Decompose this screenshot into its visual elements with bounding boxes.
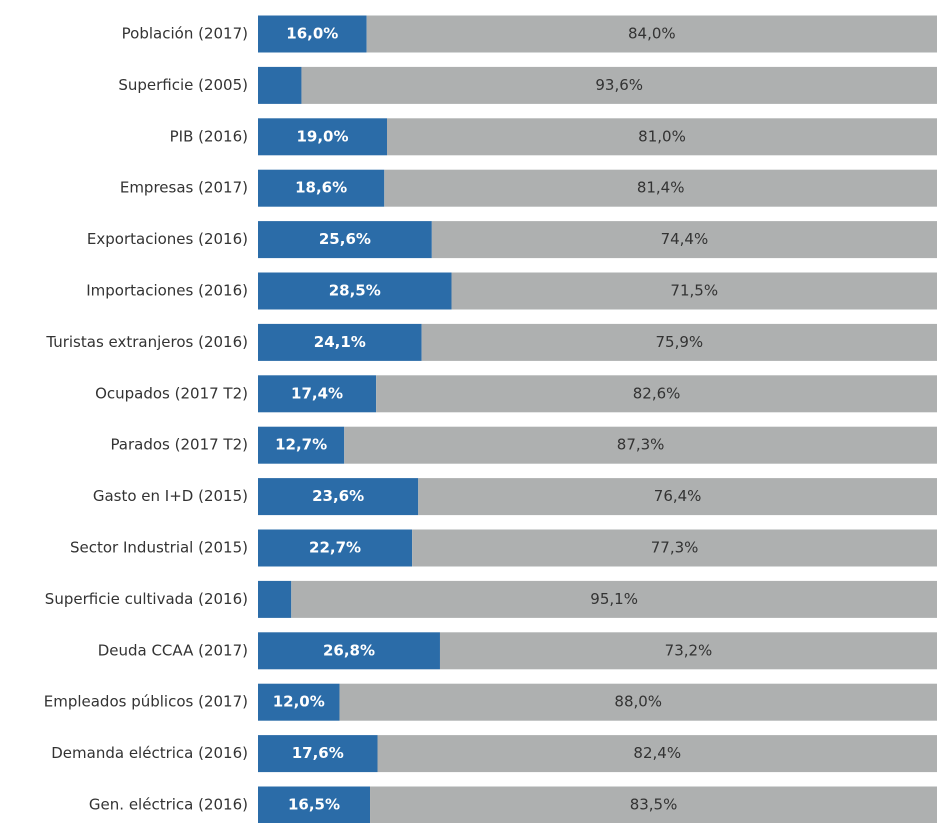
bar-segment — [258, 118, 388, 156]
value-label: 12,7% — [275, 436, 327, 454]
category-label: Turistas extranjeros (2016) — [45, 333, 248, 351]
value-label: 77,3% — [651, 539, 699, 557]
bar-segment — [418, 478, 937, 516]
bar-segment — [376, 375, 937, 413]
value-label: 71,5% — [670, 282, 718, 300]
bar-segment — [258, 272, 452, 310]
bar-segment — [384, 169, 937, 207]
value-label: 73,2% — [665, 641, 713, 659]
bar-segment — [258, 683, 340, 721]
bar-segment — [258, 580, 292, 618]
value-label: 17,4% — [291, 384, 343, 402]
bar-segment — [258, 169, 385, 207]
bar-segment — [431, 221, 937, 259]
bar-segment — [258, 529, 413, 567]
value-label: 84,0% — [628, 25, 676, 43]
value-label: 25,6% — [319, 230, 371, 248]
bar-segment — [421, 323, 937, 361]
value-label: 76,4% — [654, 487, 702, 505]
bar-segment — [258, 786, 371, 823]
value-label: 12,0% — [273, 693, 325, 711]
bar-segment — [258, 426, 345, 464]
value-label: 23,6% — [312, 487, 364, 505]
value-label: 81,4% — [637, 179, 685, 197]
bar-segment — [258, 375, 377, 413]
category-label: PIB (2016) — [170, 127, 248, 145]
category-label: Deuda CCAA (2017) — [98, 641, 248, 659]
value-label: 87,3% — [617, 436, 665, 454]
value-label: 22,7% — [309, 539, 361, 557]
category-label: Exportaciones (2016) — [87, 230, 248, 248]
category-label: Gen. eléctrica (2016) — [89, 796, 248, 814]
category-label: Superficie (2005) — [118, 76, 248, 94]
value-label: 16,5% — [288, 796, 340, 814]
category-label: Parados (2017 T2) — [110, 436, 248, 454]
value-label: 81,0% — [638, 127, 686, 145]
bar-segment — [258, 632, 440, 670]
bar-segment — [258, 323, 422, 361]
bar-segment — [258, 478, 419, 516]
value-label: 75,9% — [655, 333, 703, 351]
value-label: 16,0% — [286, 25, 338, 43]
category-label: Empleados públicos (2017) — [44, 693, 248, 711]
value-label: 82,4% — [633, 744, 681, 762]
value-label: 28,5% — [329, 282, 381, 300]
bar-segment — [439, 632, 937, 670]
value-label: 88,0% — [614, 693, 662, 711]
value-label: 83,5% — [630, 796, 678, 814]
category-label: Importaciones (2016) — [86, 282, 248, 300]
category-label: Población (2017) — [122, 25, 248, 43]
value-label: 74,4% — [661, 230, 709, 248]
category-label: Superficie cultivada (2016) — [45, 590, 248, 608]
bar-segment — [366, 15, 937, 53]
bar-segment — [387, 118, 937, 156]
bar-segment — [258, 221, 432, 259]
value-label: 17,6% — [292, 744, 344, 762]
value-label: 95,1% — [590, 590, 638, 608]
bar-segment — [377, 735, 937, 773]
bar-segment — [339, 683, 937, 721]
bar-segment — [258, 15, 367, 53]
value-label: 26,8% — [323, 641, 375, 659]
bar-segment — [291, 580, 937, 618]
bar-segment — [370, 786, 937, 823]
category-label: Sector Industrial (2015) — [70, 539, 248, 557]
bar-segment — [258, 66, 302, 104]
value-label: 93,6% — [595, 76, 643, 94]
bar-segment — [412, 529, 937, 567]
category-label: Ocupados (2017 T2) — [95, 384, 248, 402]
bar-segment — [258, 735, 378, 773]
value-label: 19,0% — [296, 127, 348, 145]
category-label: Demanda eléctrica (2016) — [51, 744, 248, 762]
value-label: 18,6% — [295, 179, 347, 197]
value-label: 24,1% — [314, 333, 366, 351]
bar-segment — [344, 426, 937, 464]
bar-segment — [451, 272, 937, 310]
category-label: Empresas (2017) — [120, 179, 248, 197]
category-label: Gasto en I+D (2015) — [93, 487, 248, 505]
bar-segment — [301, 66, 937, 104]
value-label: 82,6% — [633, 384, 681, 402]
